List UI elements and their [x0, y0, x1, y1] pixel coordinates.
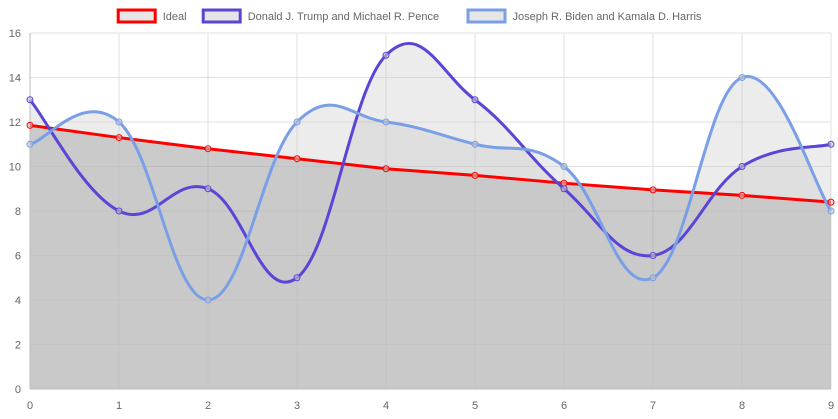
point-series-2-0[interactable]	[26, 140, 34, 148]
point-series-0-1[interactable]	[115, 134, 123, 142]
point-series-2-8[interactable]	[738, 74, 746, 81]
x-tick-label: 0	[27, 400, 33, 412]
series-points	[26, 51, 835, 304]
x-tick-label: 9	[828, 400, 834, 412]
series-line-0	[29, 123, 832, 204]
point-series-2-3[interactable]	[293, 118, 301, 126]
area-fill-series-1	[30, 43, 831, 389]
point-series-2-7[interactable]	[649, 274, 657, 282]
point-series-1-4[interactable]	[382, 51, 390, 59]
point-series-1-6[interactable]	[560, 185, 568, 193]
series-lines	[28, 41, 833, 302]
legend-label: Ideal	[163, 11, 187, 23]
point-series-2-2[interactable]	[204, 296, 212, 304]
x-tick-label: 6	[561, 400, 567, 412]
area-fill-series-0	[30, 125, 831, 390]
y-tick-label: 16	[9, 28, 21, 40]
point-series-0-0[interactable]	[26, 121, 34, 129]
axes	[29, 33, 831, 390]
x-tick-label: 3	[294, 400, 300, 412]
y-tick-label: 8	[15, 206, 21, 218]
point-series-1-0[interactable]	[26, 96, 34, 104]
legend-swatch	[201, 8, 242, 24]
y-tick-label: 12	[9, 117, 21, 129]
legend-item-0[interactable]: Ideal	[116, 8, 187, 24]
point-series-0-2[interactable]	[204, 145, 212, 153]
legend-swatch	[466, 8, 507, 24]
x-tick-label: 2	[205, 400, 211, 412]
point-series-1-1[interactable]	[115, 207, 123, 215]
point-series-2-1[interactable]	[115, 118, 123, 126]
y-tick-label: 4	[15, 295, 21, 307]
legend-label: Donald J. Trump and Michael R. Pence	[248, 11, 439, 23]
point-series-1-7[interactable]	[649, 252, 657, 259]
y-tick-label: 0	[15, 384, 21, 396]
y-tick-label: 2	[15, 340, 21, 352]
point-series-0-3[interactable]	[293, 155, 301, 163]
point-series-0-4[interactable]	[382, 165, 390, 173]
point-series-0-5[interactable]	[471, 171, 479, 179]
y-tick-label: 6	[15, 251, 21, 263]
x-tick-label: 7	[650, 400, 656, 412]
point-series-2-4[interactable]	[382, 118, 390, 126]
x-tick-label: 8	[739, 400, 745, 412]
legend-item-2[interactable]: Joseph R. Biden and Kamala D. Harris	[466, 8, 702, 24]
x-tick-label: 5	[472, 400, 478, 412]
point-series-1-9[interactable]	[827, 140, 835, 148]
point-series-1-5[interactable]	[471, 96, 479, 104]
y-tick-label: 14	[9, 73, 21, 85]
x-tick-label: 4	[383, 400, 389, 412]
point-series-1-3[interactable]	[293, 274, 301, 282]
point-series-2-9[interactable]	[827, 207, 835, 215]
y-tick-label: 10	[9, 162, 21, 174]
legend-item-1[interactable]: Donald J. Trump and Michael R. Pence	[201, 8, 439, 24]
point-series-0-9[interactable]	[827, 198, 835, 206]
point-series-1-2[interactable]	[204, 185, 212, 193]
legend-swatch	[116, 8, 157, 24]
x-tick-label: 1	[116, 400, 122, 412]
point-series-0-7[interactable]	[649, 186, 657, 194]
area-fills	[30, 43, 831, 390]
legend: Ideal Donald J. Trump and Michael R. Penc…	[116, 8, 702, 24]
point-series-0-8[interactable]	[738, 191, 746, 199]
point-series-2-6[interactable]	[560, 163, 568, 170]
legend-label: Joseph R. Biden and Kamala D. Harris	[513, 11, 702, 23]
series-line-2	[29, 75, 833, 302]
point-series-1-8[interactable]	[738, 163, 746, 170]
point-series-2-5[interactable]	[471, 140, 479, 148]
area-fill-series-2	[30, 76, 831, 390]
